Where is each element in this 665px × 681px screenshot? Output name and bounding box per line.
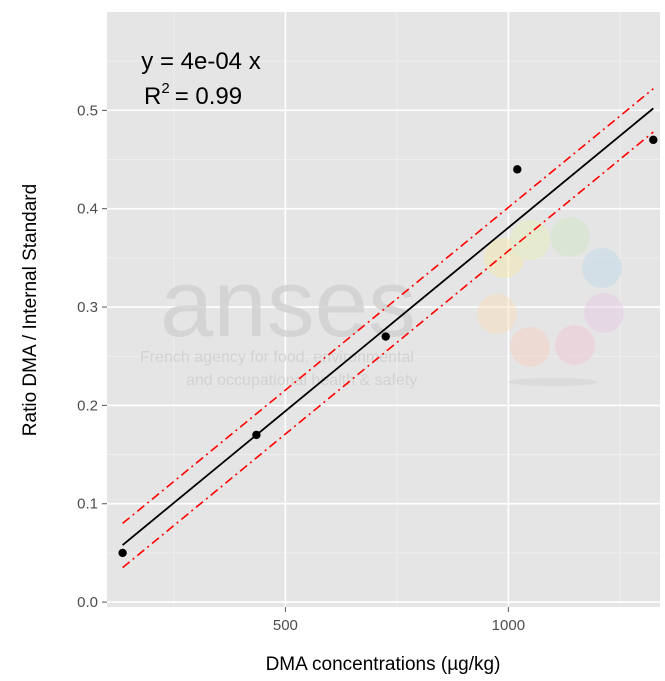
- y-tick-label: 0.2: [77, 397, 98, 414]
- data-point: [118, 548, 127, 558]
- r-squared-value: = 0.99: [175, 83, 242, 110]
- r-squared-prefix: R: [144, 83, 161, 110]
- watermark-tagline-1: French agency for food, environmental: [140, 349, 414, 366]
- watermark-tagline-2: and occupational health & safety: [186, 372, 417, 389]
- fit-line-group: [122, 107, 654, 546]
- y-tick-label: 0.3: [77, 299, 98, 316]
- data-points: [118, 135, 658, 558]
- data-point: [381, 332, 390, 341]
- r-squared-superscript: 2: [161, 80, 169, 97]
- y-tick-label: 0.5: [77, 102, 98, 119]
- x-tick-label: 1000: [492, 617, 525, 634]
- data-point: [513, 165, 522, 174]
- grid-minor: [107, 12, 660, 607]
- x-tick-label: 500: [273, 617, 298, 634]
- equation-text: y = 4e-04 x: [141, 48, 260, 75]
- y-axis-ticks: 0.0 0.1 0.2 0.3 0.4 0.5: [77, 102, 107, 611]
- upper-band-line: [122, 88, 654, 525]
- equation-annotation: y = 4e-04 x R2 = 0.99: [141, 48, 260, 110]
- y-tick-label: 0.4: [77, 201, 98, 218]
- y-tick-label: 0.0: [77, 594, 98, 611]
- x-axis-ticks: 500 1000: [273, 607, 525, 634]
- watermark-ring-icon: [477, 217, 624, 386]
- y-axis-title: Ratio DMA / Internal Standard: [20, 184, 41, 436]
- watermark-logo-text: anses: [160, 250, 416, 357]
- confidence-bands: [122, 88, 654, 569]
- data-point: [252, 430, 261, 440]
- x-axis-title: DMA concentrations (µg/kg): [266, 654, 501, 675]
- fit-line: [122, 107, 654, 546]
- r-squared-text: R2 = 0.99: [144, 80, 242, 110]
- data-point: [649, 135, 658, 145]
- lower-band-line: [122, 131, 654, 569]
- y-tick-label: 0.1: [77, 496, 98, 513]
- grid-major: [107, 12, 660, 607]
